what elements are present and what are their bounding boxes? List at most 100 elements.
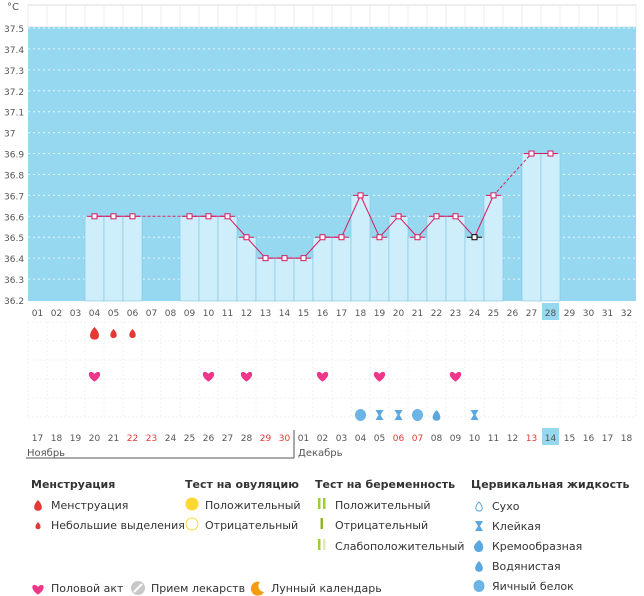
pregnancy-negative-icon bbox=[320, 518, 323, 529]
date-label: 18 bbox=[51, 434, 63, 444]
temp-point bbox=[129, 213, 136, 220]
temp-bar bbox=[103, 216, 124, 302]
temp-bar bbox=[293, 257, 314, 302]
date-label: 06 bbox=[393, 434, 405, 444]
temp-point bbox=[338, 234, 345, 241]
temp-point bbox=[490, 192, 497, 199]
temp-point bbox=[205, 213, 212, 220]
ovulation-negative-icon bbox=[185, 517, 199, 531]
intercourse-heart-icon bbox=[88, 371, 101, 382]
cycle-day-label: 03 bbox=[70, 309, 81, 319]
cycle-day-label: 16 bbox=[317, 309, 329, 319]
legend-item-menstruation: Менструация bbox=[51, 499, 129, 512]
temp-point bbox=[357, 192, 364, 199]
temp-point bbox=[433, 213, 440, 220]
date-label: 09 bbox=[450, 434, 462, 444]
temp-line-segment bbox=[227, 215, 247, 238]
cervical-sticky-legend-icon bbox=[475, 521, 483, 531]
temp-bar bbox=[255, 257, 276, 302]
cycle-day-label: 01 bbox=[32, 309, 43, 319]
temp-bar bbox=[407, 236, 428, 302]
temp-bar bbox=[540, 153, 561, 302]
cervical-creamy-icon bbox=[474, 540, 484, 552]
moon-icon bbox=[250, 581, 264, 596]
temp-point bbox=[300, 255, 307, 262]
legend-item-ov-negative: Отрицательный bbox=[205, 519, 299, 532]
date-label: 25 bbox=[184, 434, 195, 444]
intercourse-heart-icon bbox=[449, 371, 462, 382]
cycle-day-highlight bbox=[542, 303, 559, 320]
temp-line-segment bbox=[398, 215, 418, 238]
cycle-day-label: 19 bbox=[374, 309, 386, 319]
date-label: 08 bbox=[431, 434, 443, 444]
temp-point bbox=[262, 255, 269, 262]
cycle-day-label: 24 bbox=[469, 309, 481, 319]
intercourse-heart-icon bbox=[373, 371, 386, 382]
date-label: 01 bbox=[298, 434, 309, 444]
cycle-day-label: 20 bbox=[393, 309, 405, 319]
y-tick-label: 36.9 bbox=[4, 151, 24, 161]
sticky-icon bbox=[475, 521, 483, 531]
y-tick-label: 36.3 bbox=[4, 276, 24, 286]
cycle-day-label: 04 bbox=[89, 309, 101, 319]
y-tick-label: 36.2 bbox=[4, 297, 24, 307]
month-label: Декабрь bbox=[298, 448, 343, 459]
cervical-sticky-icon bbox=[470, 410, 479, 420]
cervical-egg-white-legend-icon bbox=[473, 580, 485, 592]
drop-icon bbox=[34, 500, 42, 511]
cycle-day-label: 15 bbox=[298, 309, 309, 319]
cycle-day-label: 08 bbox=[165, 309, 177, 319]
cervical-egg-white-icon bbox=[412, 409, 423, 421]
unit-label: °С bbox=[7, 2, 19, 13]
cycle-day-label: 18 bbox=[355, 309, 367, 319]
date-highlight bbox=[542, 428, 559, 445]
temp-bar bbox=[426, 216, 447, 302]
intercourse-heart-icon bbox=[202, 371, 215, 382]
date-label: 11 bbox=[488, 434, 499, 444]
date-label: 04 bbox=[355, 434, 367, 444]
cycle-day-label: 27 bbox=[526, 309, 537, 319]
drop-icon bbox=[475, 561, 483, 572]
y-tick-label: 37.4 bbox=[4, 46, 24, 56]
temp-line-segment bbox=[246, 236, 266, 259]
cycle-day-label: 23 bbox=[450, 309, 461, 319]
temp-point bbox=[186, 213, 193, 220]
legend-title-pregnancy: Тест на беременность bbox=[315, 478, 456, 491]
temp-line-segment bbox=[417, 215, 437, 238]
temp-bar bbox=[274, 257, 295, 302]
date-label: 28 bbox=[241, 434, 253, 444]
y-tick-label: 37.3 bbox=[4, 67, 24, 77]
date-label: 23 bbox=[146, 434, 157, 444]
temp-point bbox=[414, 234, 421, 241]
temp-line-segment bbox=[474, 195, 494, 238]
cycle-day-label: 10 bbox=[203, 309, 215, 319]
legend-title-ovulation: Тест на овуляцию bbox=[185, 478, 299, 491]
temp-bar bbox=[464, 236, 485, 302]
cycle-day-label: 21 bbox=[412, 309, 423, 319]
drop-icon bbox=[35, 522, 41, 530]
temp-bar bbox=[388, 216, 409, 302]
intercourse-legend-icon bbox=[32, 584, 44, 595]
temp-line-segment bbox=[455, 215, 475, 238]
legend-item-dry: Сухо bbox=[492, 500, 520, 513]
cycle-day-label: 06 bbox=[127, 309, 139, 319]
legend-item-creamy: Кремообразная bbox=[492, 540, 583, 553]
date-label: 13 bbox=[526, 434, 537, 444]
temp-bar bbox=[236, 236, 257, 302]
cervical-watery-legend-icon bbox=[475, 561, 483, 572]
temp-line-segment bbox=[341, 195, 361, 238]
y-tick-label: 37.5 bbox=[4, 25, 24, 35]
cycle-day-label: 02 bbox=[51, 309, 62, 319]
y-tick-label: 37 bbox=[4, 130, 15, 140]
menstruation-drop-icon bbox=[110, 329, 117, 338]
temp-bar bbox=[179, 216, 200, 302]
temp-point bbox=[110, 213, 117, 220]
date-label: 17 bbox=[602, 434, 613, 444]
date-label: 05 bbox=[374, 434, 385, 444]
temp-point bbox=[547, 150, 554, 157]
temp-point bbox=[281, 255, 288, 262]
ovulation-positive-icon bbox=[185, 497, 199, 511]
date-label: 27 bbox=[222, 434, 233, 444]
cycle-day-label: 32 bbox=[621, 309, 632, 319]
light-bleeding-icon bbox=[35, 522, 41, 530]
